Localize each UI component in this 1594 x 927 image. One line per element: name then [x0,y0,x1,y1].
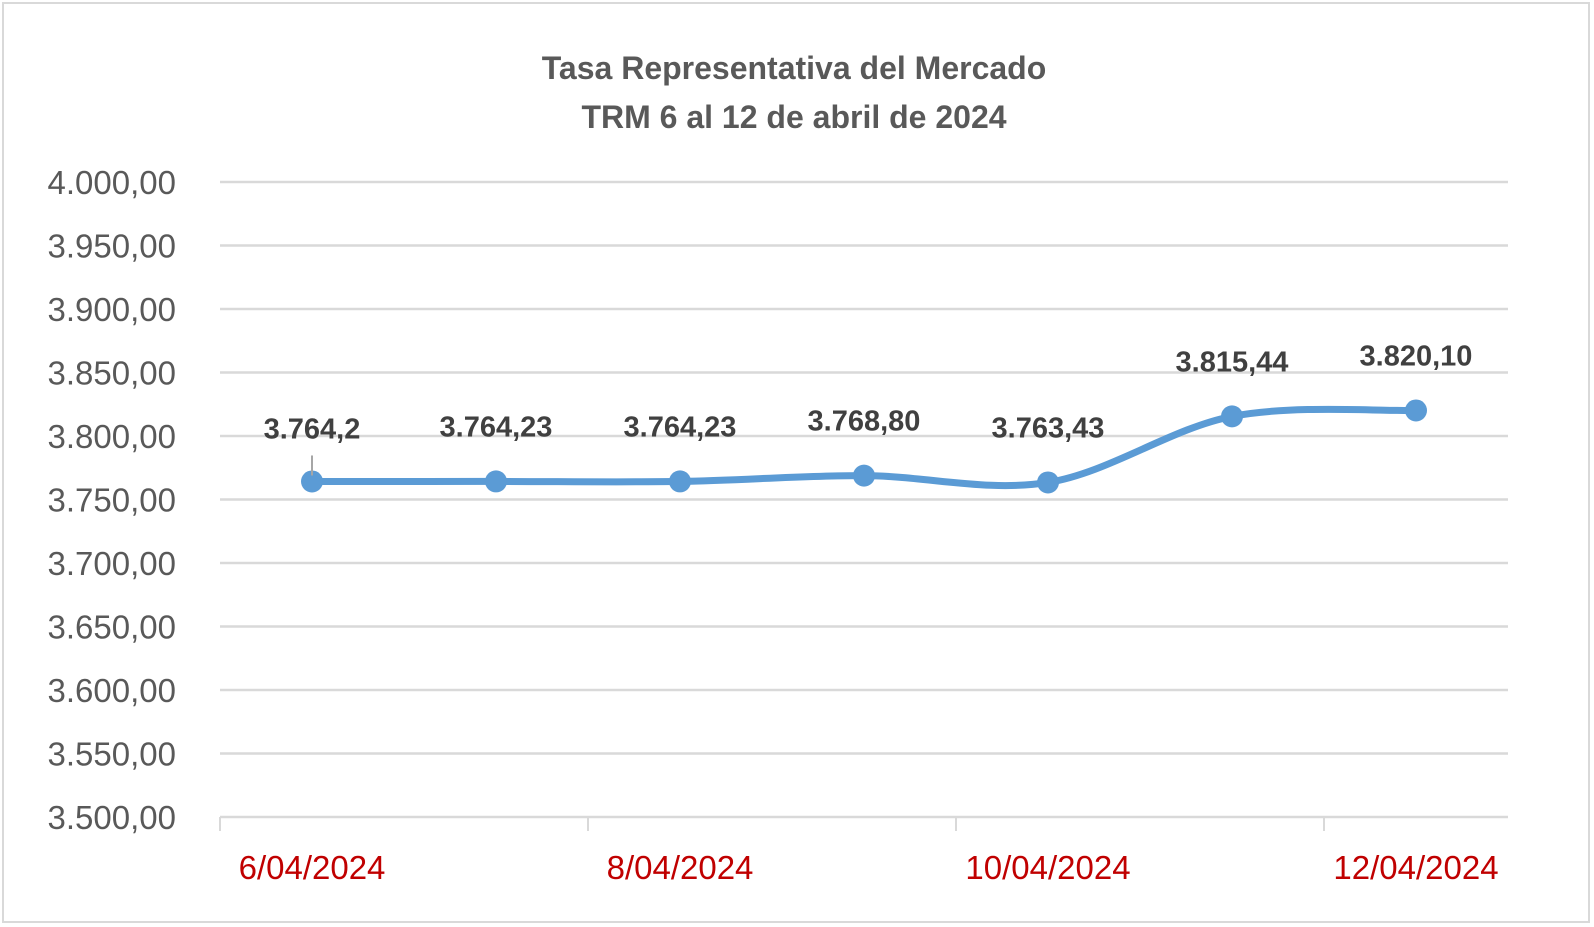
y-axis: 4.000,00 3.950,00 3.900,00 3.850,00 3.800,00… [48,164,176,836]
y-tick-label: 3.500,00 [48,799,176,836]
y-tick-label: 3.900,00 [48,291,176,328]
x-tick-label: 8/04/2024 [607,849,754,886]
data-label: 3.768,80 [808,406,921,438]
chart-title: Tasa Representativa del Mercado [542,50,1047,86]
y-tick-label: 3.550,00 [48,736,176,773]
data-labels: 3.764,2 3.764,23 3.764,23 3.768,80 3.763,43 3… [264,340,1473,476]
x-tick-label: 10/04/2024 [965,849,1130,886]
data-label: 3.764,23 [624,411,737,443]
data-point [1221,405,1243,428]
data-point [1405,399,1427,422]
y-tick-label: 4.000,00 [48,164,176,201]
chart-subtitle: TRM 6 al 12 de abril de 2024 [581,99,1006,135]
x-axis: 6/04/2024 8/04/2024 10/04/2024 12/04/2024 [219,817,1499,886]
data-point [1037,471,1059,494]
y-tick-label: 3.600,00 [48,672,176,709]
y-tick-label: 3.650,00 [48,609,176,646]
data-label: 3.815,44 [1176,346,1289,378]
data-label: 3.764,23 [440,411,553,443]
x-tick-label: 12/04/2024 [1333,849,1498,886]
y-tick-label: 3.750,00 [48,482,176,519]
data-label: 3.820,10 [1360,340,1473,372]
data-point [301,470,323,493]
data-label: 3.763,43 [992,412,1105,444]
data-point [485,470,507,493]
y-tick-label: 3.700,00 [48,545,176,582]
y-tick-label: 3.950,00 [48,228,176,265]
series-trm [301,399,1427,494]
y-tick-label: 3.850,00 [48,355,176,392]
data-point [853,464,875,487]
y-tick-label: 3.800,00 [48,418,176,455]
line-chart: Tasa Representativa del Mercado TRM 6 al… [48,50,1508,886]
x-tick-label: 6/04/2024 [239,849,386,886]
data-label: 3.764,2 [264,413,361,445]
data-point [669,470,691,493]
gridlines [220,180,1508,819]
